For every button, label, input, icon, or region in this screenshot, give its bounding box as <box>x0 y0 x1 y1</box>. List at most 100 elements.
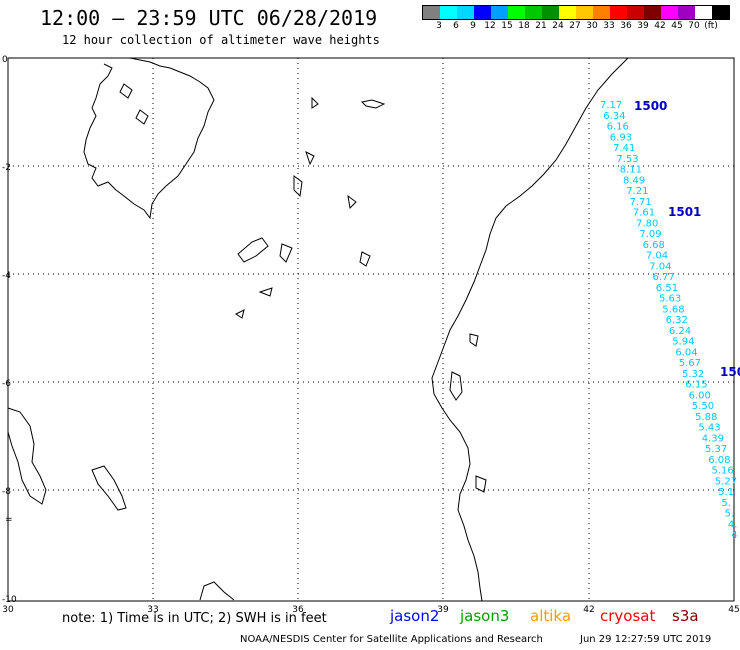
satellite-legend-jason2: jason2 <box>390 607 440 625</box>
swh-value-label: 6.08 <box>708 455 730 466</box>
lake <box>359 251 371 267</box>
colorbar-swatch <box>695 6 712 19</box>
swh-value-label: 8.49 <box>623 175 645 186</box>
lake <box>258 287 273 297</box>
colorbar-tick-label: 30 <box>586 21 598 31</box>
latitude-label: -10 <box>2 595 17 605</box>
swh-value-label: 4. <box>728 519 738 530</box>
swh-value-label: 6.51 <box>656 283 678 294</box>
swh-value-label: 8.11 <box>620 165 642 176</box>
colorbar-swatch <box>525 6 542 19</box>
swh-value-label: 6.68 <box>643 240 665 251</box>
longitude-label: 30 <box>2 605 14 615</box>
swh-value-label: 6.15 <box>685 380 707 391</box>
latitude-labels: 0 -2 -4 -6 -8 -10 = <box>2 55 17 605</box>
colorbar-swatch <box>559 6 576 19</box>
swh-value-label: 6.16 <box>607 122 629 133</box>
satellite-legend-s3a: s3a <box>672 607 699 625</box>
island <box>135 109 149 125</box>
longitude-label: 42 <box>583 605 594 615</box>
colorbar-swatch <box>678 6 695 19</box>
lake <box>360 99 386 109</box>
satellite-legend-altika: altika <box>530 607 572 625</box>
swh-value-label: 6.34 <box>603 111 625 122</box>
lake-tanganyika-shore <box>7 407 47 505</box>
swh-value-label: 5.50 <box>692 401 714 412</box>
lake <box>279 243 293 263</box>
colorbar-tick-label: 33 <box>603 21 615 31</box>
longitude-label: 45 <box>728 605 739 615</box>
colorbar-tick-label: 24 <box>552 21 564 31</box>
colorbar-tick-label: 6 <box>453 21 459 31</box>
swh-value-label: 5.68 <box>662 304 684 315</box>
latitude-label: -4 <box>2 271 11 281</box>
colorbar-tick-label: 36 <box>620 21 632 31</box>
page-title: 12:00 – 23:59 UTC 06/28/2019 <box>40 6 378 30</box>
swh-value-label: 7.17 <box>600 100 622 111</box>
wave-height-colorbar <box>422 5 730 20</box>
colorbar-tick-label: (ft) <box>704 21 718 31</box>
pass-number-label: 1500 <box>634 99 667 113</box>
lat-lon-grid <box>8 58 734 601</box>
swh-value-label: 6.24 <box>669 326 691 337</box>
colorbar-swatch <box>644 6 661 19</box>
lake <box>311 96 319 109</box>
colorbar-tick-label: 18 <box>518 21 530 31</box>
colorbar-swatch <box>593 6 610 19</box>
pemba-island <box>469 333 479 347</box>
lake-victoria-shore <box>83 57 215 220</box>
swh-value-label: 5.88 <box>695 412 717 423</box>
colorbar-tick-label: 3 <box>436 21 442 31</box>
colorbar-tick-label: 27 <box>569 21 581 31</box>
swh-value-label: 7.04 <box>649 261 671 272</box>
mafia-island <box>475 475 487 493</box>
colorbar-swatch <box>491 6 508 19</box>
swh-value-label: 4.39 <box>702 433 724 444</box>
colorbar-tick-label: 70 <box>688 21 700 31</box>
colorbar-swatch <box>661 6 678 19</box>
lake <box>235 309 245 319</box>
swh-value-label: 7.21 <box>626 186 648 197</box>
credit-line: NOAA/NESDIS Center for Satellite Applica… <box>240 634 543 645</box>
colorbar-swatch <box>508 6 525 19</box>
colorbar-swatch <box>610 6 627 19</box>
swh-value-label: 5.94 <box>672 337 694 348</box>
zanzibar-island <box>449 371 463 401</box>
swh-value-label: 5.16 <box>712 466 734 477</box>
colorbar-tick-label: 15 <box>501 21 513 31</box>
colorbar-swatch <box>542 6 559 19</box>
swh-value-label: 7.61 <box>633 208 655 219</box>
colorbar-swatch <box>440 6 457 19</box>
island <box>119 83 133 99</box>
swh-value-label: 6.04 <box>675 347 697 358</box>
colorbar-tick-label: 21 <box>535 21 547 31</box>
swh-value-label: 5.43 <box>698 423 720 434</box>
colorbar-swatch <box>423 6 440 19</box>
swh-value-label: 5.32 <box>682 369 704 380</box>
swh-value-label: 5.1 <box>718 487 734 498</box>
colorbar-swatch <box>474 6 491 19</box>
colorbar-tick-label: 45 <box>671 21 683 31</box>
satellite-legend-cryosat: cryosat <box>600 607 656 625</box>
generation-timestamp: Jun 29 12:27:59 UTC 2019 <box>580 634 712 645</box>
map-frame <box>7 57 735 602</box>
swh-value-label: 5.27 <box>715 476 737 487</box>
swh-value-label: 4 <box>731 530 737 541</box>
pass-number-label: 150 <box>720 365 740 379</box>
lake <box>237 237 269 263</box>
swh-value-label: 6.77 <box>653 272 675 283</box>
equator-marker: = <box>5 515 13 525</box>
satellite-legend-jason3: jason3 <box>460 607 510 625</box>
colorbar-swatch <box>627 6 644 19</box>
swh-value-label: 7.04 <box>646 251 668 262</box>
colorbar-tick-label: 9 <box>470 21 476 31</box>
swh-value-label: 7.41 <box>613 143 635 154</box>
colorbar-tick-label: 39 <box>637 21 649 31</box>
lake <box>293 175 303 198</box>
swh-value-label: 7.80 <box>636 218 658 229</box>
pass-number-label: 1501 <box>668 205 701 219</box>
longitude-label: 33 <box>147 605 158 615</box>
swh-value-label: 5.63 <box>659 294 681 305</box>
